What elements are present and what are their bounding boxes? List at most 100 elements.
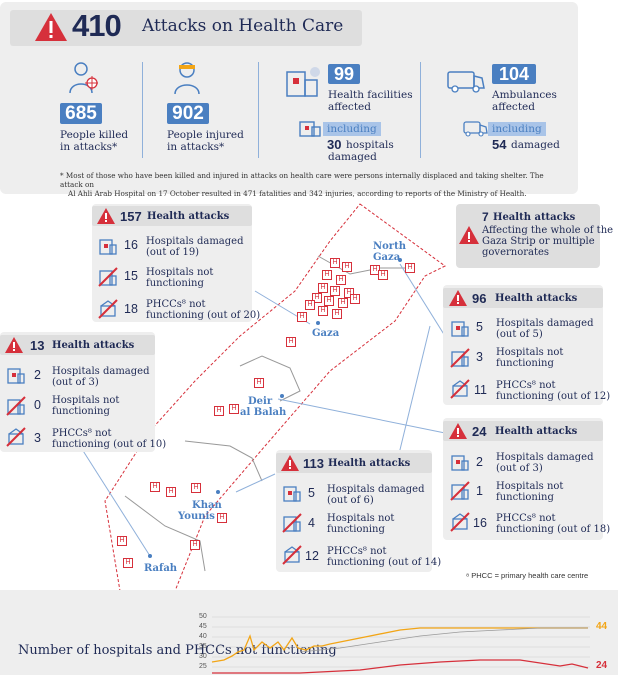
city-khan-line-1: Khan xyxy=(192,500,222,511)
hospitals-damaged-label-1: hospitals xyxy=(346,139,394,151)
deir-attacks-label: Health attacks xyxy=(495,426,578,437)
label-line: (out of 6) xyxy=(327,495,374,506)
label-line: PHCCs⁸ not xyxy=(496,513,556,524)
label-line: PHCCs⁸ not xyxy=(52,428,112,439)
total-attacks-count: 410 xyxy=(72,8,122,43)
hospital-closed-icon xyxy=(450,481,470,501)
hospital-marker: H xyxy=(217,513,227,523)
hospitals-damaged-value: 30 xyxy=(327,137,342,152)
phcc-closed-icon xyxy=(450,379,470,399)
ambulances-including: including xyxy=(488,122,546,136)
khan-hospitals-not-functioning-label: Hospitals not functioning xyxy=(327,513,394,535)
city-deir-line-1: Deir xyxy=(248,396,273,407)
label-line: (out of 19) xyxy=(146,247,200,258)
label-line: Hospitals damaged xyxy=(146,236,244,247)
khan-hospitals-not-functioning-value: 4 xyxy=(308,516,315,530)
killed-value: 685 xyxy=(60,103,102,124)
north-gaza-phcc-label: PHCCs⁸ not functioning (out of 12) xyxy=(496,380,610,402)
gaza-hospitals-damaged-value: 16 xyxy=(124,238,138,252)
label-line: functioning (out of 10) xyxy=(52,439,167,450)
hospital-closed-icon xyxy=(6,396,26,416)
footnote-line-1: * Most of those who have been killed and… xyxy=(60,171,544,189)
label-line: (out of 5) xyxy=(496,329,543,340)
killed-label-2: in attacks* xyxy=(60,141,118,153)
hospital-closed-icon xyxy=(282,513,302,533)
divider xyxy=(420,62,421,158)
north-gaza-header xyxy=(443,288,603,308)
y-tick: 30 xyxy=(199,653,207,660)
city-deir-line-2: al Balah xyxy=(240,407,287,418)
north-gaza-hospitals-damaged-label: Hospitals damaged (out of 5) xyxy=(496,318,594,340)
city-deir-al-balah: Deir al Balah xyxy=(240,396,286,418)
ambulances-damaged-label: damaged xyxy=(511,139,560,151)
title-bar xyxy=(10,10,362,46)
label-line: (out of 3) xyxy=(52,377,99,388)
rafah-header xyxy=(0,335,155,355)
series-line-red xyxy=(212,659,589,674)
deir-phcc-label: PHCCs⁸ not functioning (out of 18) xyxy=(496,513,610,535)
label-line: functioning xyxy=(327,524,385,535)
facilities-label-1: Health facilities xyxy=(328,89,413,101)
rafah-hospitals-not-functioning-value: 0 xyxy=(34,398,41,412)
facilities-including: including xyxy=(323,122,381,136)
warning-icon xyxy=(449,290,467,306)
khan-phcc-label: PHCCs⁸ not functioning (out of 14) xyxy=(327,546,441,568)
deir-hospitals-damaged-label: Hospitals damaged (out of 3) xyxy=(496,452,594,474)
warning-icon xyxy=(5,337,23,353)
hospital-marker: H xyxy=(214,406,224,416)
warning-icon xyxy=(449,423,467,439)
hospital-marker: H xyxy=(344,288,354,298)
hospital-marker: H xyxy=(322,270,332,280)
injured-label-2: in attacks* xyxy=(167,141,225,153)
phcc-closed-icon xyxy=(450,512,470,532)
hospital-marker: H xyxy=(166,487,176,497)
gaza-hospitals-not-functioning-label: Hospitals not functioning xyxy=(146,267,213,289)
khan-younis-header xyxy=(276,453,432,473)
footnote-line-2: Al Ahli Arab Hospital on 17 October resu… xyxy=(68,189,527,198)
deir-attacks-count: 24 xyxy=(472,424,487,439)
hospital-marker: H xyxy=(123,558,133,568)
ambulance-damaged-icon xyxy=(463,121,488,137)
khan-phcc-value: 12 xyxy=(305,549,319,563)
person-target-icon xyxy=(69,62,98,94)
deir-phcc-value: 16 xyxy=(473,516,487,530)
label-line: functioning (out of 14) xyxy=(327,557,442,568)
label-line: Hospitals damaged xyxy=(496,318,594,329)
hospital-marker: H xyxy=(330,258,340,268)
label-line: functioning xyxy=(496,358,554,369)
divider xyxy=(258,62,259,158)
ambulances-label-1: Ambulances xyxy=(492,89,557,101)
hospital-marker: H xyxy=(330,286,340,296)
rafah-attacks-label: Health attacks xyxy=(52,340,135,351)
warning-icon xyxy=(35,13,67,41)
khan-hospitals-damaged-value: 5 xyxy=(308,486,315,500)
gaza-attacks-label: Health attacks xyxy=(147,211,230,222)
hospital-marker: H xyxy=(191,483,201,493)
rafah-hospitals-damaged-label: Hospitals damaged (out of 3) xyxy=(52,366,150,388)
warning-icon xyxy=(97,208,115,224)
y-tick: 40 xyxy=(199,633,207,640)
series-end-label-orange: 44 xyxy=(596,621,608,632)
hospitals-damaged-label-2: damaged xyxy=(328,151,377,163)
gaza-header xyxy=(92,206,252,226)
label-line: PHCCs⁸ not xyxy=(327,546,387,557)
rafah-hospitals-not-functioning-label: Hospitals not functioning xyxy=(52,395,119,417)
gaza-strip-map xyxy=(79,203,446,591)
y-tick: 50 xyxy=(199,613,207,620)
hospital-marker: H xyxy=(150,482,160,492)
city-gaza: Gaza xyxy=(312,328,340,339)
deir-hospitals-damaged-value: 2 xyxy=(476,455,483,469)
hospital-marker: H xyxy=(338,298,348,308)
whole-strip-panel xyxy=(456,204,600,268)
gaza-phcc-label: PHCCs⁸ not functioning (out of 20) xyxy=(146,299,260,321)
ambulances-damaged-value: 54 xyxy=(492,137,507,152)
hospital-building-icon xyxy=(286,67,320,97)
phcc-closed-icon xyxy=(282,545,302,565)
city-khan-line-2: Younis xyxy=(178,511,215,522)
facilities-label-2: affected xyxy=(328,101,371,113)
label-line: Hospitals not xyxy=(327,513,395,524)
y-tick: 25 xyxy=(199,663,207,670)
north-gaza-hospitals-not-functioning-label: Hospitals not functioning xyxy=(496,347,563,369)
warning-icon xyxy=(459,226,479,244)
label-line: functioning (out of 20) xyxy=(146,310,261,321)
